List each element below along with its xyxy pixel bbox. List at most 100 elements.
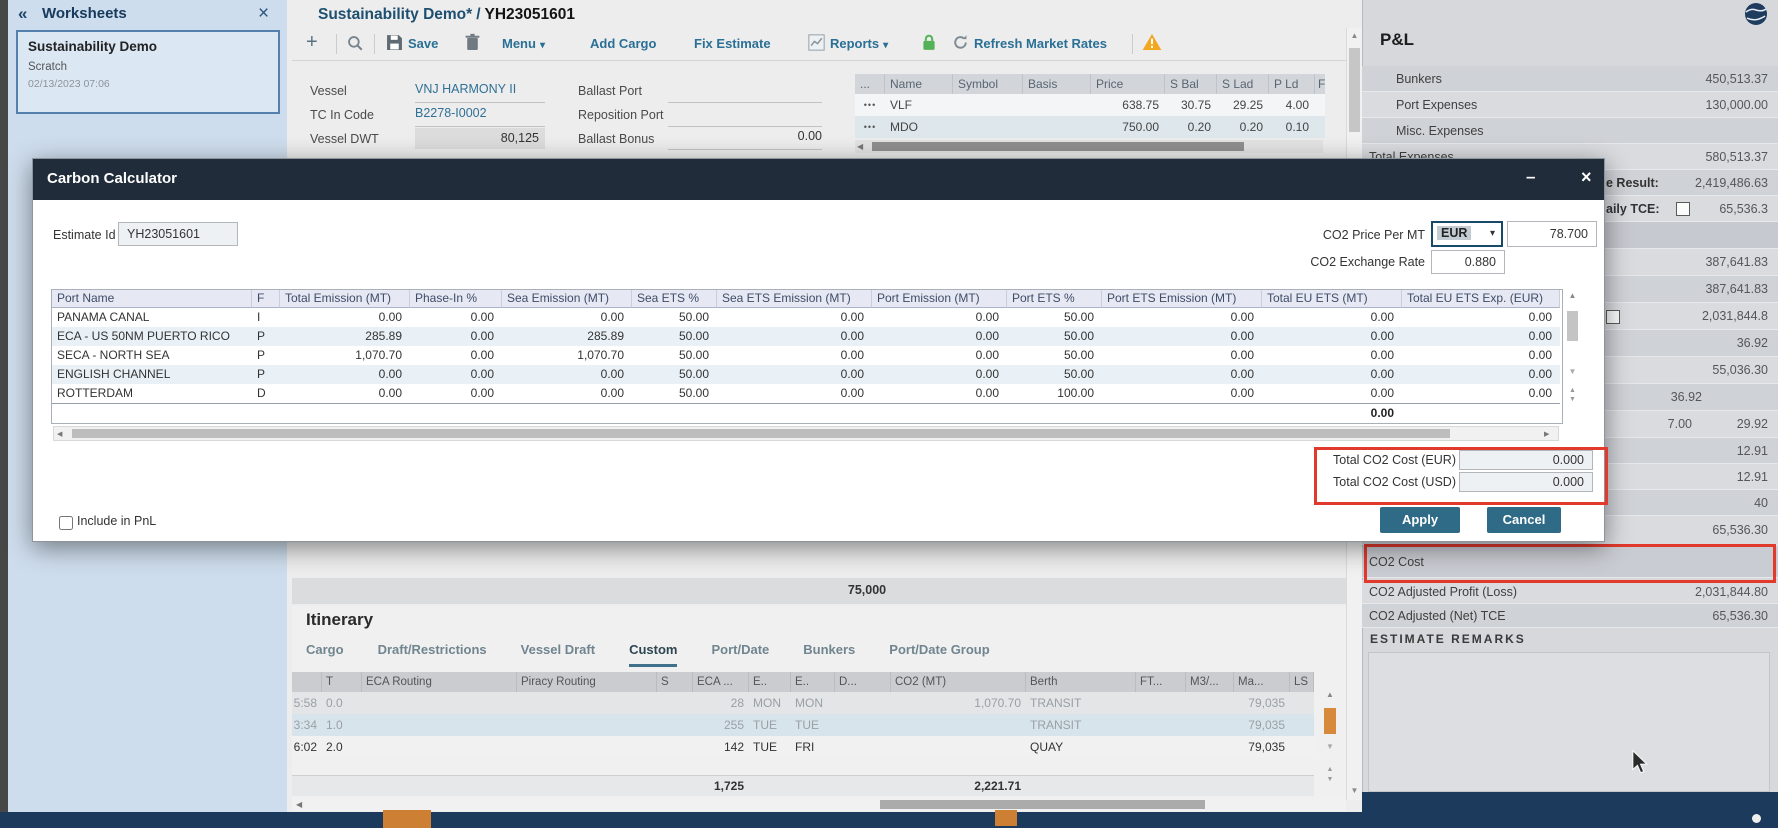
scroll-up-icon[interactable]: ▲	[1568, 291, 1577, 300]
apply-button[interactable]: Apply	[1380, 507, 1460, 533]
tc-in-code-field[interactable]: B2278-I0002	[415, 106, 545, 127]
itinerary-column-header[interactable]: Ma...	[1234, 672, 1290, 692]
tab-custom[interactable]: Custom	[629, 642, 678, 667]
emissions-column-header[interactable]: Sea Emission (MT)	[502, 290, 632, 308]
save-button[interactable]: Save	[408, 36, 439, 51]
include-in-pnl-checkbox[interactable]	[59, 516, 73, 530]
scroll-left-icon[interactable]: ◀	[857, 142, 864, 151]
itinerary-row[interactable]: 6:02 2.0 142 TUE FRI QUAY 79,035	[292, 736, 1314, 758]
spin-down-icon[interactable]: ▼	[1326, 776, 1334, 783]
refresh-icon[interactable]	[952, 34, 969, 56]
emissions-column-header[interactable]: Total EU ETS (MT)	[1262, 290, 1402, 308]
warning-icon[interactable]	[1142, 33, 1162, 56]
globe-icon[interactable]	[1744, 2, 1768, 31]
grid-column-header[interactable]: ...	[855, 74, 885, 94]
grid-column-header[interactable]: S Bal	[1165, 74, 1217, 94]
tab-vessel-draft[interactable]: Vessel Draft	[520, 642, 596, 657]
itinerary-column-header[interactable]: ECA ...	[693, 672, 749, 692]
itinerary-column-header[interactable]: LS	[1290, 672, 1314, 692]
vessel-dwt-field[interactable]: 80,125	[415, 128, 545, 149]
emissions-column-header[interactable]: Total Emission (MT)	[280, 290, 410, 308]
scroll-right-icon[interactable]: ▶	[1544, 431, 1550, 438]
search-icon[interactable]	[346, 34, 364, 57]
emissions-table-vscrollbar[interactable]: ▲ ▼ ▲ ▼	[1565, 289, 1580, 413]
pnl-checkbox[interactable]	[1676, 202, 1690, 216]
add-button[interactable]: +	[306, 31, 318, 53]
scroll-thumb[interactable]	[72, 429, 1450, 438]
scroll-thumb[interactable]	[1349, 48, 1360, 132]
scroll-up-icon[interactable]: ▲	[1350, 31, 1359, 40]
tab-port-date-group[interactable]: Port/Date Group	[889, 642, 990, 657]
itinerary-column-header[interactable]: T	[322, 672, 362, 692]
emissions-column-header[interactable]: Sea ETS %	[632, 290, 717, 308]
row-menu-dots-icon[interactable]: •••	[863, 100, 877, 110]
itinerary-column-header[interactable]: CO2 (MT)	[891, 672, 1026, 692]
scroll-thumb[interactable]	[872, 142, 1244, 151]
emissions-column-header[interactable]: Port ETS %	[1007, 290, 1102, 308]
emissions-column-header[interactable]: Port Emission (MT)	[872, 290, 1007, 308]
scroll-up-icon[interactable]: ▲	[1326, 690, 1334, 699]
emissions-column-header[interactable]: Phase-In %	[410, 290, 502, 308]
vessel-field[interactable]: VNJ HARMONY II	[415, 82, 545, 103]
itinerary-row[interactable]: 5:58 0.0 28 MON MON 1,070.70 TRANSIT 79,035	[292, 692, 1314, 714]
scroll-left-icon[interactable]: ◀	[57, 431, 63, 438]
itinerary-column-header[interactable]: M3/...	[1186, 672, 1234, 692]
market-grid-hscrollbar[interactable]: ◀	[855, 140, 1323, 153]
dialog-titlebar[interactable]	[33, 159, 1604, 200]
scroll-down-icon[interactable]: ▼	[1326, 742, 1334, 751]
grid-column-header[interactable]: Basis	[1023, 74, 1091, 94]
emissions-column-header[interactable]: Port ETS Emission (MT)	[1102, 290, 1262, 308]
itinerary-vscrollbar[interactable]: ▲ ▼ ▲ ▼	[1322, 690, 1338, 796]
worksheet-card[interactable]: Sustainability Demo Scratch 02/13/2023 0…	[16, 30, 280, 114]
emissions-column-header[interactable]: Port Name	[52, 290, 252, 308]
lock-icon[interactable]	[920, 33, 938, 56]
itinerary-column-header[interactable]: S	[657, 672, 693, 692]
total-co2-eur-input[interactable]	[1459, 450, 1593, 470]
collapse-panel-icon[interactable]: «	[18, 4, 28, 23]
pnl-checkbox[interactable]	[1606, 309, 1620, 324]
tab-cargo[interactable]: Cargo	[306, 642, 344, 657]
emissions-column-header[interactable]: F	[252, 290, 280, 308]
scroll-left-icon[interactable]: ◀	[296, 800, 303, 809]
ballast-port-field[interactable]	[668, 82, 822, 103]
itinerary-column-header[interactable]: E..	[791, 672, 835, 692]
market-rate-row[interactable]: ••• VLF 638.75 30.75 29.25 4.00	[855, 94, 1325, 116]
spin-up-icon[interactable]: ▲	[1326, 766, 1334, 773]
tab-bunkers[interactable]: Bunkers	[803, 642, 856, 657]
emissions-column-header[interactable]: Total EU ETS Exp. (EUR)	[1402, 290, 1560, 308]
tab-draft-restrictions[interactable]: Draft/Restrictions	[377, 642, 487, 657]
itinerary-column-header[interactable]: E..	[749, 672, 791, 692]
scroll-down-icon[interactable]: ▼	[1568, 367, 1577, 376]
co2-price-input[interactable]	[1507, 221, 1597, 247]
itinerary-column-header[interactable]: D...	[835, 672, 891, 692]
scroll-thumb[interactable]	[880, 800, 1205, 809]
itinerary-column-header[interactable]: FT...	[1136, 672, 1186, 692]
exchange-rate-input[interactable]	[1431, 250, 1505, 274]
spin-down-icon[interactable]: ▼	[1569, 396, 1576, 403]
add-cargo-button[interactable]: Add Cargo	[590, 36, 657, 51]
save-icon[interactable]	[386, 34, 403, 56]
close-icon[interactable]: ×	[1581, 167, 1592, 187]
itinerary-column-header[interactable]: Berth	[1026, 672, 1136, 692]
estimate-id-input[interactable]	[118, 222, 238, 246]
grid-column-header[interactable]: Price	[1091, 74, 1165, 94]
emissions-column-header[interactable]: Sea ETS Emission (MT)	[717, 290, 872, 308]
scroll-down-icon[interactable]: ▼	[1350, 786, 1359, 795]
grid-column-header[interactable]: F	[1315, 74, 1325, 94]
grid-column-header[interactable]: Symbol	[953, 74, 1023, 94]
reposition-port-field[interactable]	[668, 106, 822, 127]
emissions-table-hscrollbar[interactable]: ◀ ▶	[53, 426, 1559, 441]
close-panel-icon[interactable]: ×	[258, 3, 270, 24]
ballast-bonus-field[interactable]: 0.00	[668, 129, 822, 150]
tab-port-date[interactable]: Port/Date	[711, 642, 770, 657]
itinerary-column-header[interactable]: Piracy Routing	[517, 672, 657, 692]
market-rate-row[interactable]: ••• MDO 750.00 0.20 0.20 0.10	[855, 116, 1325, 138]
reports-button[interactable]: Reports ▾	[830, 36, 888, 51]
currency-select[interactable]: EUR ▾	[1431, 221, 1503, 247]
row-menu-dots-icon[interactable]: •••	[863, 122, 877, 132]
scroll-thumb[interactable]	[1324, 708, 1336, 734]
estimate-remarks-textarea[interactable]	[1368, 652, 1770, 792]
itinerary-column-header[interactable]	[292, 672, 322, 692]
itinerary-row[interactable]: 3:34 1.0 255 TUE TUE TRANSIT 79,035	[292, 714, 1314, 736]
menu-button[interactable]: Menu ▾	[502, 36, 545, 51]
